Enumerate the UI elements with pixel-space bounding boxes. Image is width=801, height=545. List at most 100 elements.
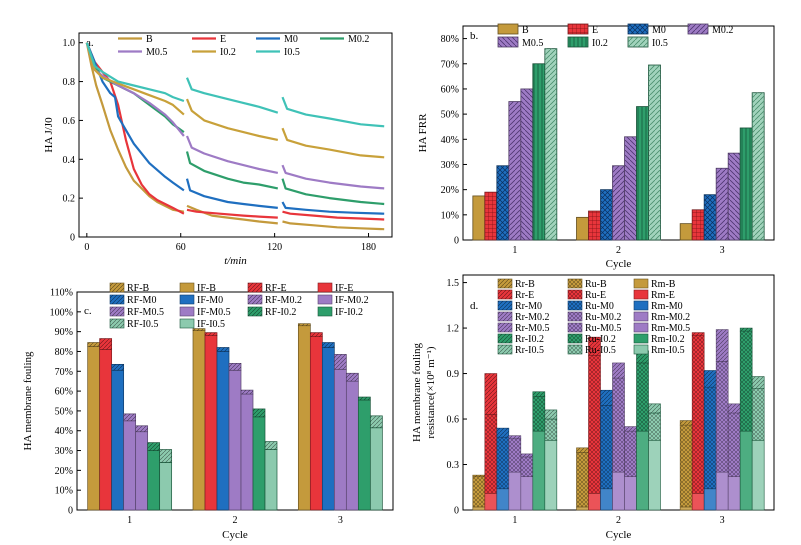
y-tick-label: 0	[70, 233, 75, 244]
bar-Rm-I0.2	[739, 430, 753, 511]
legend-swatch-pattern	[110, 295, 124, 304]
bar-Rr-pattern	[612, 362, 625, 379]
bar-reversible-pattern	[159, 449, 172, 463]
bar-reversible-pattern	[253, 408, 265, 417]
bar-reversible-pattern	[123, 413, 136, 421]
legend-swatch-pattern	[628, 37, 648, 47]
bar-reversible-pattern	[229, 363, 241, 371]
y-tick-label: 60%	[441, 84, 459, 95]
bar-irreversible-E	[99, 349, 113, 511]
bar-Ru-pattern	[520, 456, 533, 477]
legend-swatch-pattern	[568, 279, 582, 288]
bar-irreversible-B	[192, 330, 206, 511]
legend-swatch-pattern	[110, 307, 124, 316]
x-axis-label: Cycle	[222, 529, 248, 541]
bar-Rm-B	[472, 506, 486, 511]
legend-label: M0.2	[712, 25, 733, 36]
panel-a-line-chart: 0 0.2 0.4 0.6 0.8 1.0 0 60 120 180 a. t/min HA J/J0 B…	[43, 32, 393, 267]
series-line-B	[282, 220, 385, 231]
bar-irreversible-E	[204, 335, 218, 511]
legend-label: Ru-I0.2	[585, 334, 616, 345]
panel-a-frame	[78, 32, 393, 238]
legend-swatch-pattern	[568, 290, 582, 299]
bar-Ru-pattern	[704, 387, 717, 489]
legend-swatch	[633, 344, 649, 355]
bar-reversible-pattern	[346, 373, 359, 382]
y-tick-label: 0	[454, 236, 459, 247]
bar-reversible-pattern	[322, 342, 335, 348]
x-tick-label: 1	[512, 245, 517, 256]
bar-Ru-pattern	[648, 412, 661, 441]
y-tick-label: 0	[68, 506, 73, 517]
legend-swatch	[633, 322, 649, 333]
bar-pattern-M0.2	[612, 165, 625, 240]
legend-label: RF-B	[127, 283, 150, 294]
series-line-B	[186, 204, 278, 225]
y-tick-label: 0.9	[447, 369, 460, 380]
bar-reversible-pattern	[265, 441, 277, 450]
legend-swatch-pattern	[568, 24, 588, 34]
bar-Ru-pattern	[740, 331, 753, 432]
bar-Ru-pattern	[508, 438, 521, 473]
legend-swatch-pattern	[498, 290, 512, 299]
legend-label: IF-M0	[197, 295, 223, 306]
legend-swatch	[179, 282, 195, 293]
bar-Rr-pattern	[496, 428, 509, 438]
legend-label: Ru-M0.2	[585, 312, 621, 323]
panel-label: b.	[470, 30, 479, 42]
bar-Rr-pattern	[752, 376, 765, 389]
legend-label: Ru-M0	[585, 301, 614, 312]
bar-Ru-pattern	[496, 437, 509, 489]
bar-irreversible-M0.2	[333, 368, 347, 511]
bar-Rr-pattern	[704, 370, 717, 388]
legend-label: E	[592, 25, 598, 36]
legend-label: M0.5	[146, 47, 167, 58]
bar-reversible-pattern	[358, 397, 371, 401]
legend-swatch-pattern	[498, 345, 512, 354]
series-line-E	[85, 42, 185, 215]
bar-Rr-pattern	[680, 420, 693, 426]
x-tick-label: 120	[267, 242, 282, 253]
bar-reversible-pattern	[310, 332, 323, 337]
legend-swatch-pattern	[498, 279, 512, 288]
y-tick-label: 1.5	[447, 278, 460, 289]
bar-Ru-pattern	[728, 412, 741, 477]
legend-swatch-pattern	[498, 312, 512, 321]
legend-label: Rr-I0.2	[515, 334, 544, 345]
y-tick-label: 60%	[55, 387, 73, 398]
bar-Ru-pattern	[484, 414, 497, 494]
x-axis-label: Cycle	[606, 529, 632, 541]
legend-label: RF-I0.5	[127, 319, 158, 330]
legend-label: IF-M0.5	[197, 307, 231, 318]
bar-Rm-E	[484, 493, 498, 511]
legend-label: E	[220, 34, 226, 45]
bar-Rr-pattern	[728, 403, 741, 413]
x-tick-label: 180	[361, 242, 376, 253]
bar-pattern-I0.2	[636, 106, 649, 241]
legend-label: I0.2	[220, 47, 236, 58]
legend-swatch	[633, 289, 649, 300]
bar-pattern-M0	[496, 165, 509, 240]
bar-Rm-M0.5	[624, 476, 637, 511]
legend-label: I0.2	[592, 38, 608, 49]
legend-label: B	[146, 34, 153, 45]
legend-label: M0.5	[522, 38, 543, 49]
bar-B	[679, 223, 693, 241]
x-axis-label: t/min	[224, 255, 247, 267]
legend-label: Ru-B	[585, 279, 607, 290]
bar-Ru-pattern	[752, 388, 765, 441]
legend-label: Rr-I0.5	[515, 345, 544, 356]
y-tick-label: 30%	[441, 160, 459, 171]
bar-Rr-pattern	[520, 453, 533, 457]
legend-label: M0	[652, 25, 666, 36]
y-tick-label: 1.2	[447, 324, 460, 335]
legend-swatch-pattern	[248, 307, 262, 316]
legend-label: Rm-I0.2	[651, 334, 685, 345]
y-tick-label: 0.3	[447, 460, 460, 471]
bar-reversible-pattern	[241, 390, 253, 395]
bar-pattern-E	[588, 211, 601, 240]
bar-Rm-M0	[703, 488, 717, 511]
y-tick-label: 10%	[55, 486, 73, 497]
legend-label: IF-M0.2	[335, 295, 369, 306]
bar-Rr-pattern	[692, 332, 705, 336]
